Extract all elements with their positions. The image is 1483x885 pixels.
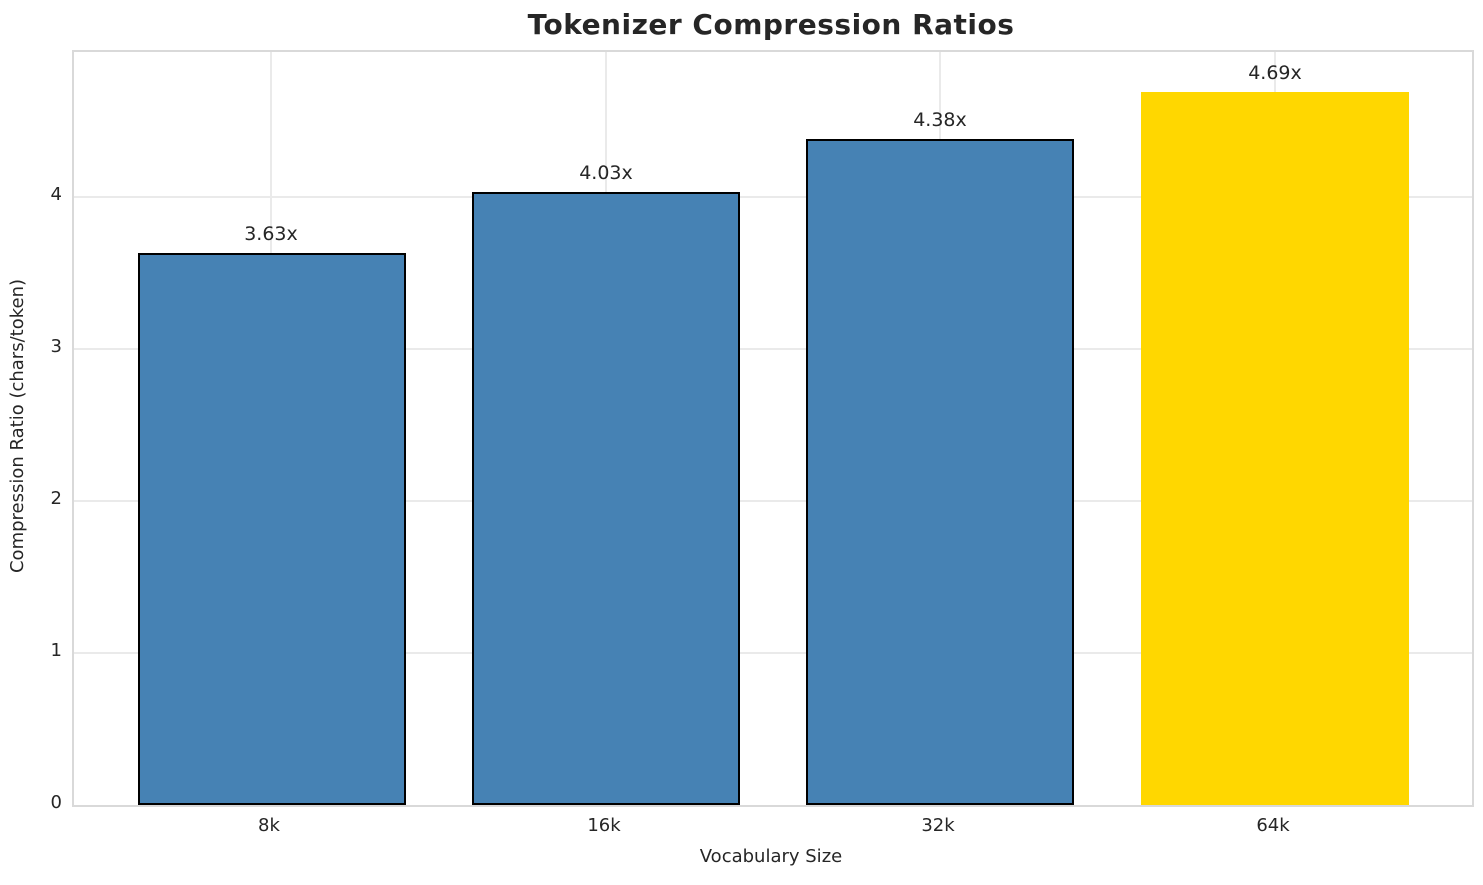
x-axis-label: Vocabulary Size xyxy=(699,846,843,867)
chart-title: Tokenizer Compression Ratios xyxy=(527,8,1015,41)
xtick-label-8k: 8k xyxy=(258,815,280,836)
gridline-y-4 xyxy=(74,195,1472,198)
xtick-label-32k: 32k xyxy=(921,815,955,836)
bar-8k xyxy=(138,253,406,805)
y-axis-label-text: Compression Ratio (chars/token) xyxy=(7,278,28,574)
bar-64k xyxy=(1141,92,1409,805)
bar-value-label-32k: 4.38x xyxy=(913,109,967,131)
ytick-label-0: 0 xyxy=(50,792,62,813)
xtick-label-64k: 64k xyxy=(1256,815,1290,836)
gridline-y-1 xyxy=(74,651,1472,654)
bar-value-label-16k: 4.03x xyxy=(579,162,633,184)
plot-area: 3.63x 4.03x 4.38x 4.69x xyxy=(72,50,1474,807)
bar-value-label-64k: 4.69x xyxy=(1248,62,1302,84)
xtick-label-16k: 16k xyxy=(587,815,621,836)
gridline-y-2 xyxy=(74,499,1472,502)
gridline-y-3 xyxy=(74,347,1472,350)
bar-16k xyxy=(472,192,740,805)
ytick-label-4: 4 xyxy=(50,184,62,205)
bar-value-label-8k: 3.63x xyxy=(244,223,298,245)
ytick-label-2: 2 xyxy=(50,488,62,509)
bar-32k xyxy=(806,139,1074,805)
ytick-label-3: 3 xyxy=(50,336,62,357)
ytick-label-1: 1 xyxy=(50,640,62,661)
